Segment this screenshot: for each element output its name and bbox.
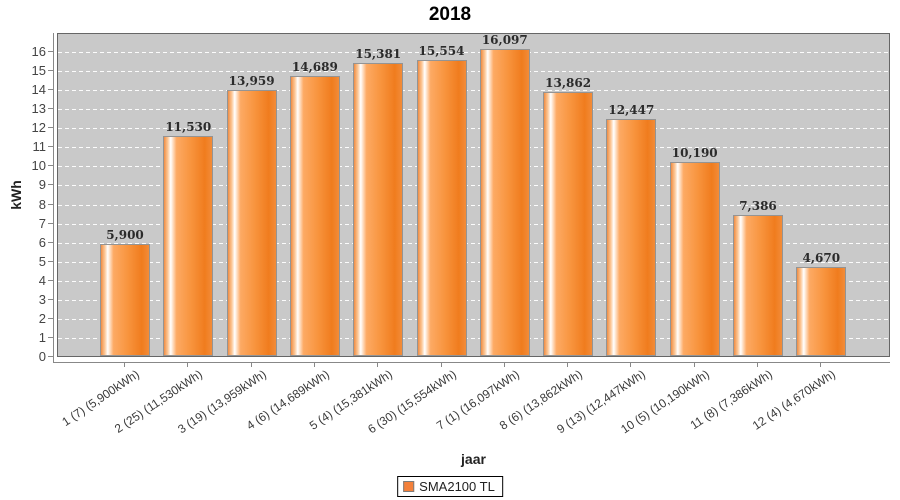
y-tick-mark [48,356,53,357]
bar-month-4 [289,76,340,356]
bar-month-12 [796,266,847,356]
y-tick-mark [48,165,53,167]
y-tick-mark [48,89,53,91]
bar-month-1 [100,243,150,356]
gridline [58,90,889,92]
bar-value-label: 10,190 [671,145,718,160]
bar-value-label: 5,900 [106,227,144,242]
y-tick-label: 12 [31,120,46,136]
gridline [58,185,889,187]
y-tick-label: 16 [31,44,46,59]
y-tick-label: 0 [38,349,46,364]
bar-value-label: 16,097 [481,33,528,48]
bar-value-label: 11,530 [165,120,212,135]
gridline [58,147,889,149]
y-tick-mark [48,279,53,281]
y-tick-label: 11 [32,139,47,155]
gridline [58,204,889,206]
x-tick-mark [377,363,379,367]
x-tick-mark [250,363,252,367]
y-tick-mark [48,222,53,224]
y-tick-mark [48,70,53,72]
bar-value-label: 13,959 [228,73,275,88]
bar-month-9 [606,118,657,356]
gridline [58,166,889,168]
x-tick-mark [187,363,189,367]
y-tick-label: 9 [38,177,46,193]
x-tick-mark [693,363,695,367]
y-tick-label: 2 [38,310,46,326]
y-tick-label: 6 [38,234,46,250]
y-tick-label: 13 [31,101,46,117]
y-tick-label: 1 [38,329,46,345]
y-tick-mark [48,203,53,205]
y-tick-mark [48,241,53,243]
bar-value-label: 12,447 [608,102,655,117]
x-tick-mark [567,363,569,367]
y-tick-mark [48,317,53,319]
x-tick-mark [124,363,125,367]
x-tick-mark [630,363,632,367]
legend-series-label: SMA2100 TL [419,479,495,494]
bar-value-label: 7,386 [739,199,777,214]
gridline [58,280,889,282]
gridline [58,261,889,263]
legend: SMA2100 TL [397,476,503,497]
y-tick-mark [48,298,53,300]
gridline [58,242,889,244]
y-tick-label: 7 [38,215,46,231]
bar-month-6 [416,59,467,356]
y-tick-label: 14 [31,82,46,98]
y-tick-label: 4 [38,272,46,288]
y-tick-mark [48,260,53,262]
gridline [58,52,889,53]
y-tick-label: 3 [38,291,46,307]
y-tick-mark [48,336,53,338]
gridline [58,337,889,339]
bar-month-5 [353,62,404,356]
gridline [58,299,889,301]
y-tick-mark [48,184,53,186]
gridline [58,109,889,111]
legend-swatch-icon [403,481,415,492]
x-axis-line [53,362,890,363]
y-tick-mark [48,108,53,110]
gridline [58,128,889,130]
y-axis-line [53,33,54,363]
bar-month-10 [669,161,720,356]
y-tick-mark [48,51,53,52]
x-tick-mark [313,363,315,367]
y-tick-mark [48,127,53,129]
y-tick-label: 5 [38,253,46,269]
gridline [58,223,889,225]
y-tick-label: 15 [31,63,46,79]
gridline [58,318,889,320]
bar-value-label: 4,670 [802,250,841,265]
bar-month-3 [226,89,277,356]
x-tick-mark [820,363,822,367]
bar-month-2 [163,136,214,356]
x-axis-title: jaar [461,451,486,467]
y-tick-label: 10 [31,158,46,174]
plot-area: 5,900 11,530 13,959 14,689 15,381 15,554 16,09… [57,33,890,357]
bar-month-8 [543,91,594,356]
y-tick-mark [48,146,53,148]
bar-value-label: 13,862 [545,75,592,90]
gridline [58,71,889,73]
bar-month-7 [479,49,530,356]
bar-value-label: 15,554 [418,43,465,58]
chart-title: 2018 [428,4,472,25]
bar-value-label: 15,381 [355,46,402,61]
bar-month-11 [733,215,783,356]
x-tick-mark [440,363,442,367]
x-tick-mark [503,363,505,367]
bar-value-label: 14,689 [291,59,338,74]
x-tick-mark [757,363,758,367]
y-tick-label: 8 [38,196,46,212]
